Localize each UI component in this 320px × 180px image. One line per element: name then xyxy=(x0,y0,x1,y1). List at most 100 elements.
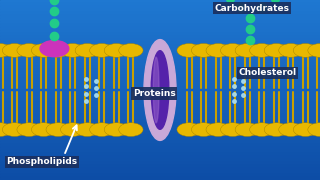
Circle shape xyxy=(2,44,27,57)
Bar xyxy=(0,90,320,93)
Circle shape xyxy=(0,44,12,57)
Bar xyxy=(0,84,320,87)
Bar xyxy=(0,117,320,120)
Bar xyxy=(0,15,320,18)
Bar xyxy=(0,63,320,66)
Ellipse shape xyxy=(153,57,159,123)
Bar xyxy=(0,135,320,138)
Circle shape xyxy=(250,44,274,57)
Bar xyxy=(0,42,320,45)
Bar xyxy=(0,69,320,72)
Circle shape xyxy=(220,44,245,57)
Circle shape xyxy=(31,123,56,136)
Bar xyxy=(0,66,320,69)
Circle shape xyxy=(279,44,303,57)
Circle shape xyxy=(90,44,114,57)
Bar xyxy=(0,102,320,105)
Bar xyxy=(0,45,320,48)
Circle shape xyxy=(104,123,129,136)
Circle shape xyxy=(46,44,70,57)
Bar xyxy=(0,138,320,141)
Circle shape xyxy=(60,44,85,57)
Bar xyxy=(0,150,320,153)
Bar xyxy=(0,51,320,54)
Bar xyxy=(0,159,320,162)
Bar xyxy=(0,18,320,21)
Bar xyxy=(0,27,320,30)
Bar xyxy=(0,156,320,159)
Bar xyxy=(0,144,320,147)
Circle shape xyxy=(177,44,201,57)
Bar xyxy=(0,57,320,60)
Bar xyxy=(0,33,320,36)
Circle shape xyxy=(104,44,129,57)
Bar xyxy=(0,21,320,24)
Bar xyxy=(0,114,320,117)
Bar xyxy=(0,132,320,135)
Circle shape xyxy=(264,123,289,136)
Bar xyxy=(0,162,320,165)
Bar xyxy=(0,108,320,111)
Bar xyxy=(0,39,320,42)
Bar xyxy=(0,126,320,129)
Circle shape xyxy=(293,123,318,136)
Bar xyxy=(0,0,320,3)
Circle shape xyxy=(235,123,260,136)
Circle shape xyxy=(17,123,41,136)
Circle shape xyxy=(90,123,114,136)
Bar xyxy=(0,171,320,174)
Bar xyxy=(0,99,320,102)
Bar xyxy=(0,177,320,180)
Bar xyxy=(0,30,320,33)
Bar xyxy=(0,72,320,75)
Circle shape xyxy=(17,44,41,57)
Bar xyxy=(0,120,320,123)
Circle shape xyxy=(206,123,230,136)
Bar xyxy=(0,48,320,51)
Bar xyxy=(0,123,320,126)
Ellipse shape xyxy=(144,40,176,140)
Circle shape xyxy=(206,44,230,57)
Text: Proteins: Proteins xyxy=(133,89,176,98)
Bar xyxy=(0,24,320,27)
Circle shape xyxy=(279,123,303,136)
Bar xyxy=(0,147,320,150)
Circle shape xyxy=(177,123,201,136)
Bar xyxy=(0,36,320,39)
Circle shape xyxy=(75,44,100,57)
Circle shape xyxy=(2,123,27,136)
Circle shape xyxy=(75,123,100,136)
Bar xyxy=(0,105,320,108)
Bar xyxy=(0,153,320,156)
Circle shape xyxy=(220,123,245,136)
Bar xyxy=(0,96,320,99)
Circle shape xyxy=(119,44,143,57)
Bar xyxy=(0,129,320,132)
Bar xyxy=(0,93,320,96)
Bar xyxy=(0,111,320,114)
Bar xyxy=(0,54,320,57)
Circle shape xyxy=(235,44,260,57)
Bar xyxy=(0,87,320,90)
Circle shape xyxy=(250,123,274,136)
Circle shape xyxy=(46,123,70,136)
Bar xyxy=(0,81,320,84)
Bar xyxy=(0,168,320,171)
Circle shape xyxy=(40,40,69,57)
Circle shape xyxy=(191,44,216,57)
Text: Cholesterol: Cholesterol xyxy=(238,68,297,77)
Bar xyxy=(0,174,320,177)
Bar xyxy=(0,165,320,168)
Bar xyxy=(0,78,320,81)
Circle shape xyxy=(119,123,143,136)
Bar xyxy=(0,12,320,15)
Text: Carbohydrates: Carbohydrates xyxy=(214,4,289,13)
Circle shape xyxy=(60,123,85,136)
Bar xyxy=(0,75,320,78)
Circle shape xyxy=(191,123,216,136)
Circle shape xyxy=(264,44,289,57)
Circle shape xyxy=(308,123,320,136)
Bar xyxy=(0,6,320,9)
Bar xyxy=(0,9,320,12)
Bar xyxy=(0,60,320,63)
